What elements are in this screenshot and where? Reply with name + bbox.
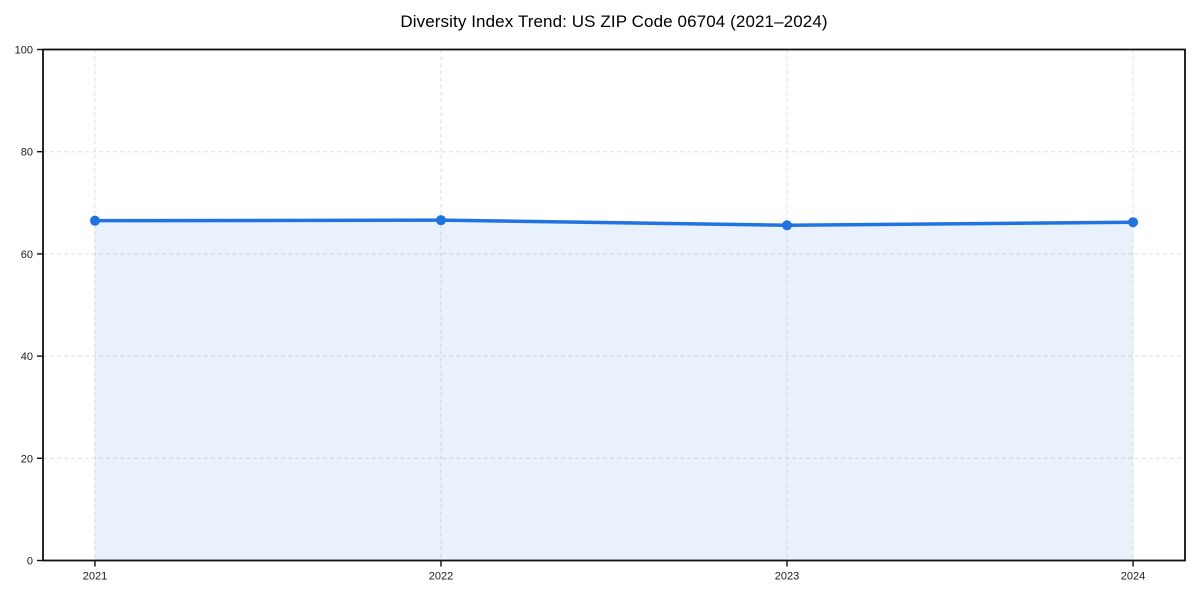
data-point [1128,217,1139,228]
x-tick-label: 2022 [429,571,453,583]
x-tick-label: 2024 [1121,571,1145,583]
x-tick-label: 2023 [775,571,799,583]
chart-title: Diversity Index Trend: US ZIP Code 06704… [400,12,828,31]
plot-border [42,48,1186,562]
y-tick-label: 0 [27,556,33,568]
data-point [782,220,793,231]
area-fill [94,220,1134,561]
data-point [435,215,446,226]
x-tick-label: 2021 [83,571,107,583]
y-tick-label: 40 [21,351,33,363]
y-tick-label: 20 [21,453,33,465]
y-tick-label: 60 [21,249,33,261]
data-point [89,215,100,226]
y-tick-label: 80 [21,147,33,159]
trend-line [93,218,1135,228]
y-tick-label: 100 [15,45,33,57]
